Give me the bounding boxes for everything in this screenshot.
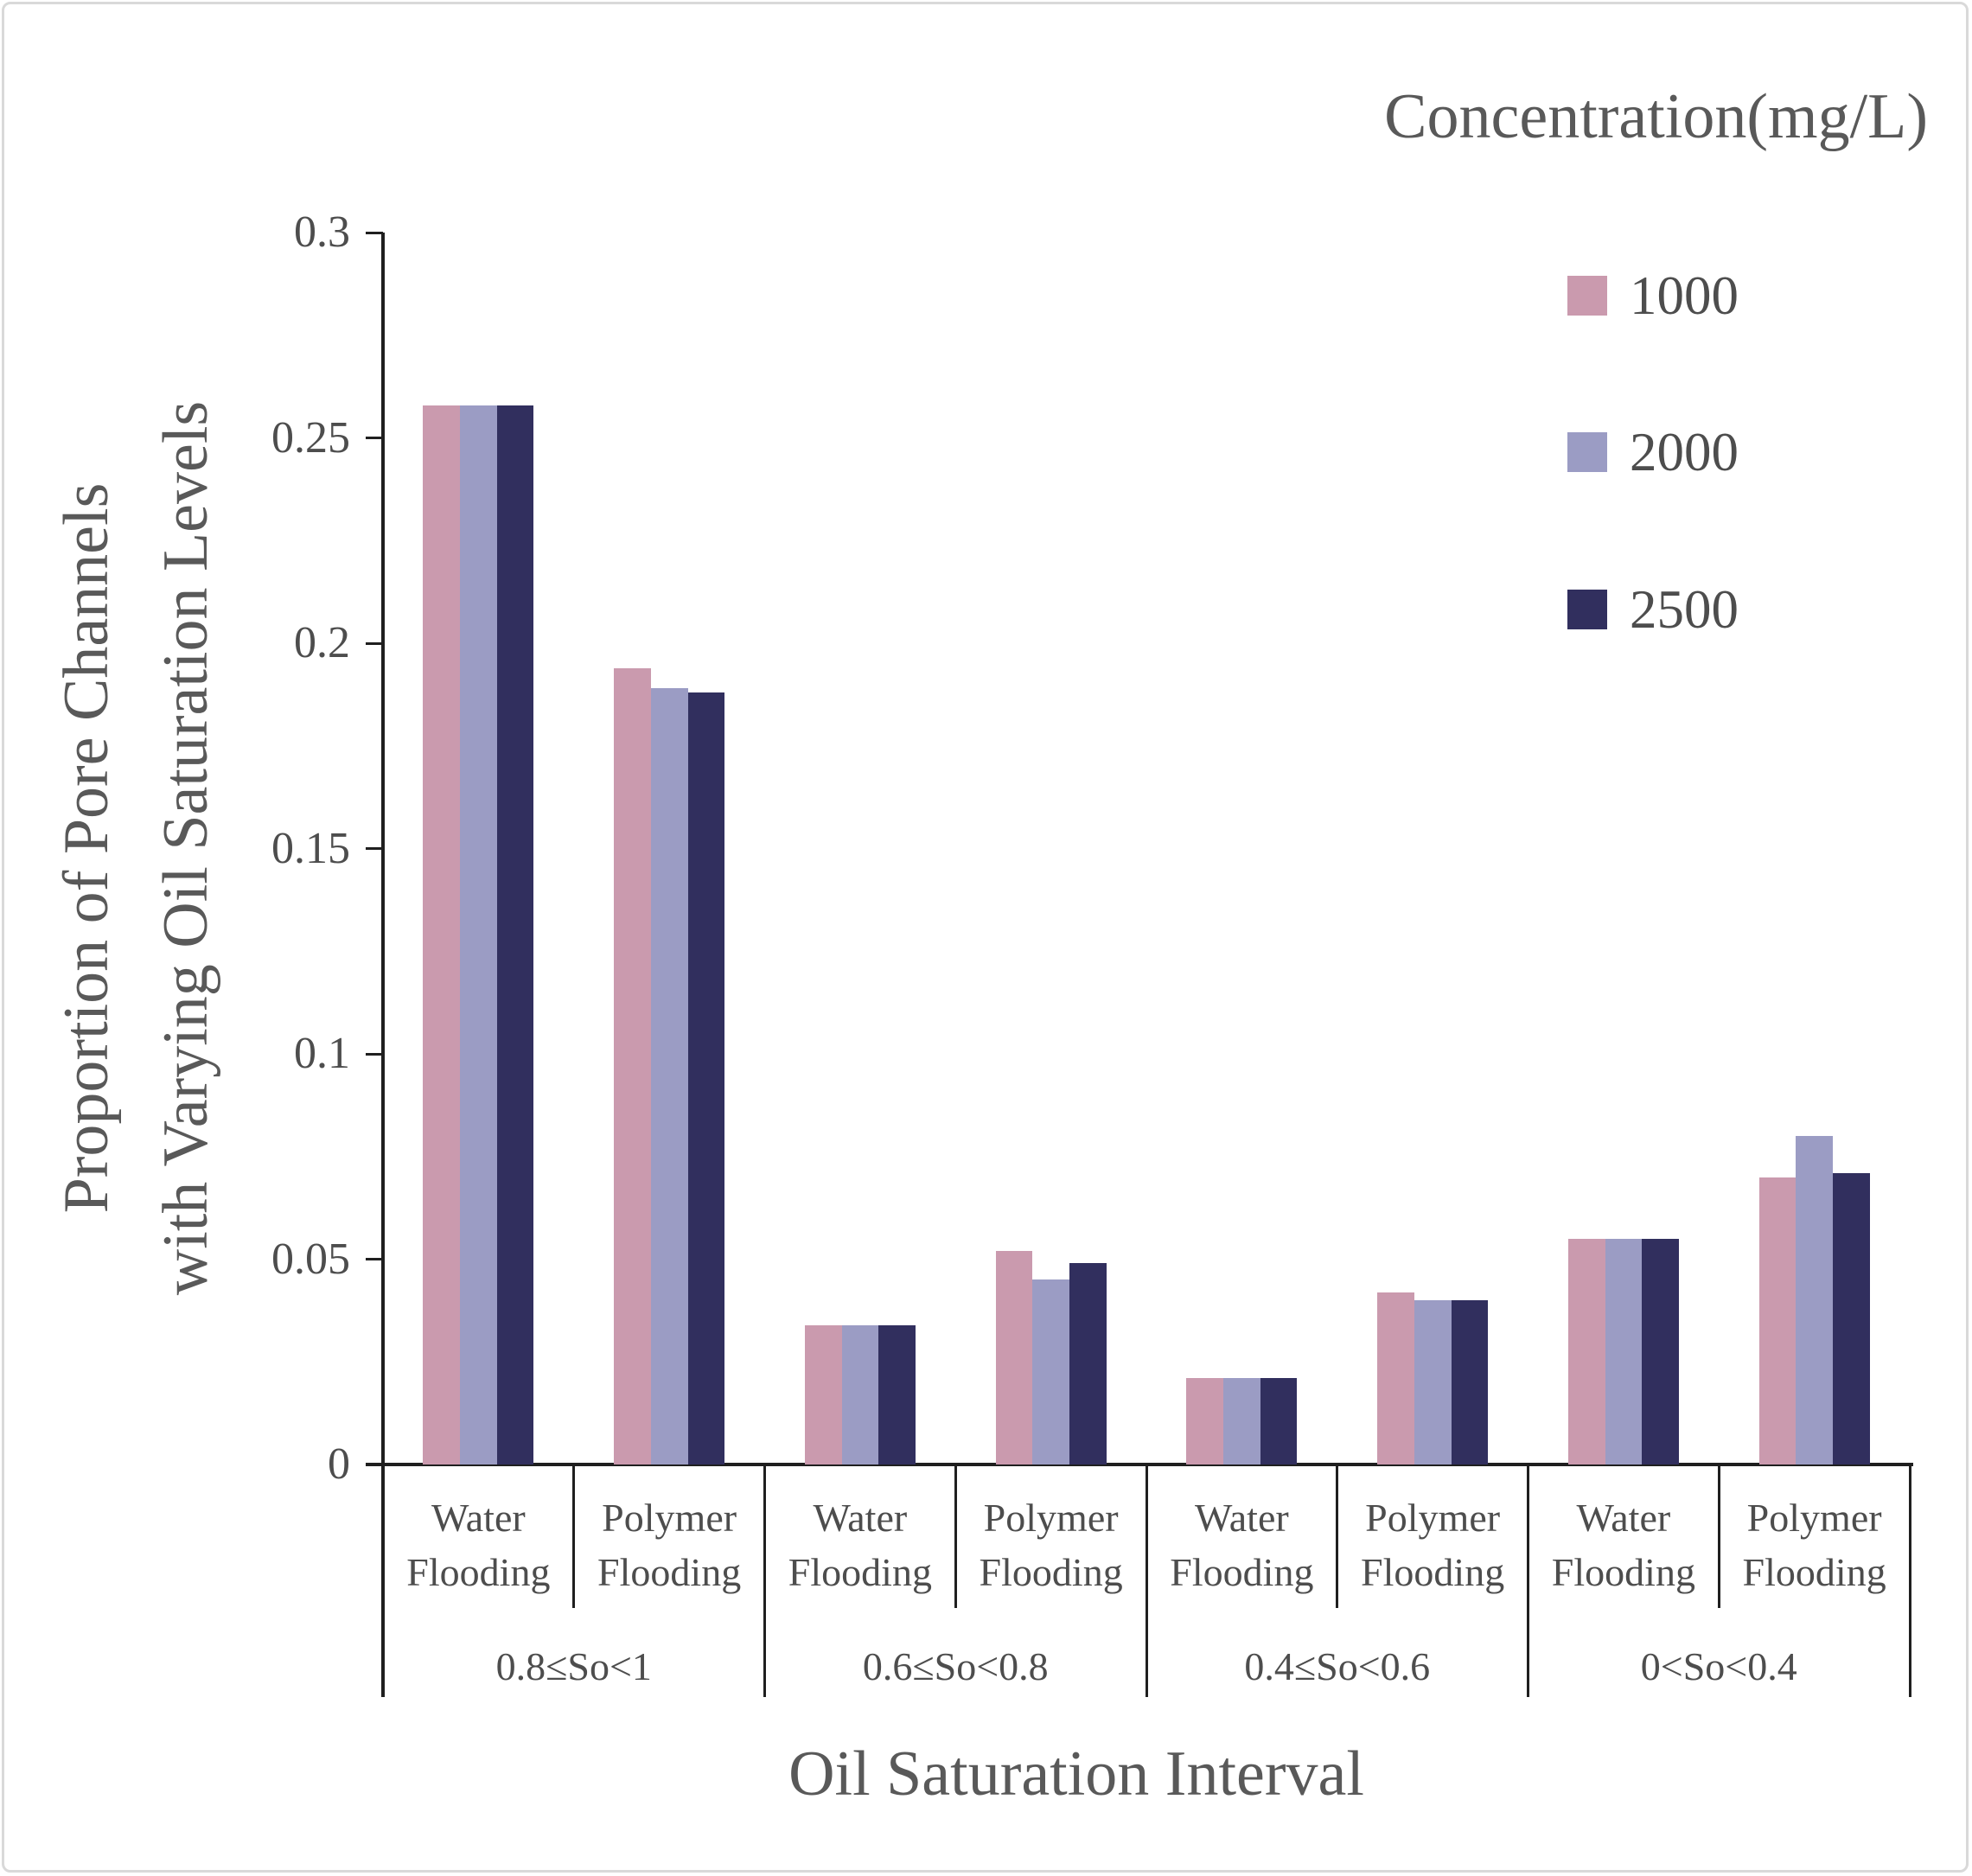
- legend-item-1000: 1000: [1567, 261, 1739, 330]
- y-tick-label: 0.15: [271, 823, 350, 873]
- category-label-text: Polymer Flooding: [597, 1495, 742, 1594]
- category-divider: [954, 1464, 957, 1608]
- bars: [4, 4, 1966, 1870]
- category-label: Water Flooding: [383, 1467, 574, 1623]
- legend-title: Concentration(mg/L): [1384, 81, 1928, 152]
- bar-2500-group1: [496, 405, 534, 1464]
- interval-label: 0.8≤So<1: [495, 1643, 652, 1688]
- legend-swatch-icon: [1567, 432, 1607, 472]
- category-label: Water Flooding: [765, 1467, 956, 1623]
- legend-label: 1000: [1630, 265, 1739, 326]
- category-label-text: Polymer Flooding: [1742, 1495, 1886, 1594]
- bar-1000-group5: [1186, 1378, 1224, 1464]
- interval-divider: [1527, 1464, 1529, 1697]
- category-label-text: Polymer Flooding: [979, 1495, 1123, 1594]
- category-label: Water Flooding: [1528, 1467, 1720, 1623]
- category-label: Polymer Flooding: [574, 1467, 765, 1623]
- bar-2000-group5: [1223, 1378, 1260, 1464]
- y-axis-line: [381, 233, 385, 1697]
- bar-2000-group6: [1414, 1300, 1452, 1464]
- y-axis-ticks: 0 0.05 0.1 0.15 0.2 0.25 0.3: [4, 4, 1966, 1870]
- bar-1000-group6: [1377, 1292, 1414, 1464]
- interval-divider: [1908, 1464, 1911, 1697]
- y-tick-mark: [366, 1258, 383, 1260]
- category-label-text: Water Flooding: [1170, 1495, 1314, 1594]
- category-divider: [1717, 1464, 1720, 1608]
- x-axis-baseline: [366, 1463, 1913, 1466]
- legend-item-2500: 2500: [1567, 575, 1739, 644]
- y-tick-mark: [366, 847, 383, 850]
- legend-item-2000: 2000: [1567, 418, 1739, 487]
- y-tick-label: 0.2: [294, 618, 350, 667]
- interval-label: 0<So<0.4: [1640, 1643, 1797, 1688]
- bar-1000-group2: [614, 667, 651, 1464]
- y-tick-mark: [366, 231, 383, 234]
- bar-2500-group7: [1642, 1238, 1679, 1464]
- category-label-text: Water Flooding: [406, 1495, 551, 1594]
- legend-swatch-icon: [1567, 276, 1607, 316]
- bar-1000-group7: [1567, 1238, 1605, 1464]
- bar-2000-group4: [1032, 1279, 1070, 1464]
- bar-1000-group8: [1758, 1177, 1796, 1464]
- bar-2000-group8: [1796, 1136, 1834, 1464]
- y-tick-mark: [366, 1463, 383, 1466]
- bar-2000-group1: [460, 405, 497, 1464]
- category-label-text: Water Flooding: [788, 1495, 932, 1594]
- y-tick-label: 0.25: [271, 412, 350, 463]
- bar-2000-group3: [841, 1324, 879, 1464]
- category-label: Polymer Flooding: [1337, 1467, 1528, 1623]
- category-label: Polymer Flooding: [1719, 1467, 1910, 1623]
- interval-label: 0.4≤So<0.6: [1244, 1643, 1431, 1688]
- bar-1000-group1: [423, 405, 461, 1464]
- bar-2000-group7: [1605, 1238, 1643, 1464]
- interval-label: 0.6≤So<0.8: [862, 1643, 1049, 1688]
- bar-2500-group8: [1833, 1172, 1870, 1464]
- bar-2000-group2: [650, 688, 688, 1464]
- legend-swatch-icon: [1567, 590, 1607, 629]
- y-tick-mark: [366, 1052, 383, 1056]
- bar-2500-group3: [878, 1324, 916, 1464]
- interval-divider: [763, 1464, 766, 1697]
- bar-2500-group6: [1451, 1300, 1489, 1464]
- category-divider: [1336, 1464, 1339, 1608]
- category-label: Water Flooding: [1146, 1467, 1337, 1623]
- bar-2500-group2: [687, 692, 725, 1464]
- x-axis-title: Oil Saturation Interval: [788, 1739, 1364, 1809]
- legend-label: 2500: [1630, 578, 1739, 640]
- bar-2500-group4: [1069, 1263, 1107, 1464]
- y-tick-mark: [366, 437, 383, 439]
- x-axis-table: Water Flooding Polymer Flooding Water Floo…: [4, 4, 1966, 1870]
- y-tick-label: 0.05: [271, 1234, 350, 1284]
- bar-1000-group4: [995, 1251, 1033, 1464]
- legend-label: 2000: [1630, 421, 1739, 482]
- category-label-text: Polymer Flooding: [1361, 1495, 1505, 1594]
- legend: 1000 2000 2500: [1567, 4, 1931, 696]
- y-tick-label: 0.1: [294, 1029, 350, 1078]
- category-label: Polymer Flooding: [955, 1467, 1146, 1623]
- bar-2500-group5: [1260, 1378, 1298, 1464]
- y-tick-label: 0: [328, 1439, 350, 1489]
- interval-divider: [1145, 1464, 1148, 1697]
- y-tick-label: 0.3: [294, 207, 350, 257]
- category-label-text: Water Flooding: [1551, 1495, 1695, 1594]
- bar-1000-group3: [804, 1324, 842, 1464]
- category-divider: [572, 1464, 576, 1608]
- y-tick-mark: [366, 641, 383, 645]
